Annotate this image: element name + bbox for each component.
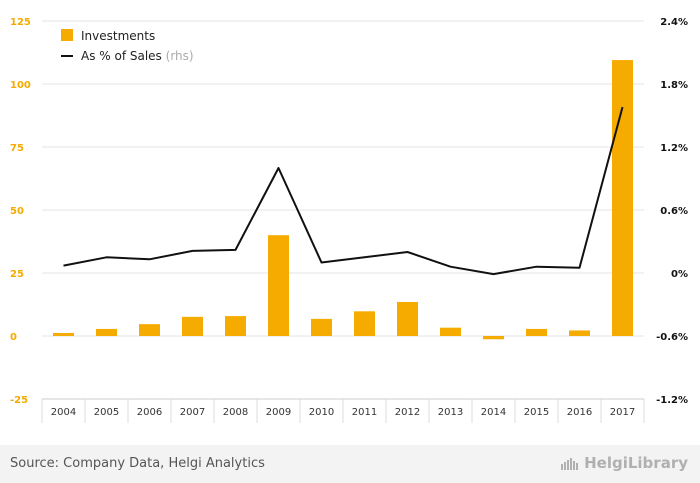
- x-tick-label: 2012: [395, 407, 420, 418]
- x-tick-label: 2016: [567, 407, 592, 418]
- y-left-tick-label: 125: [10, 17, 31, 28]
- brand-logo[interactable]: HelgiLibrary: [560, 454, 688, 472]
- x-tick-label: 2017: [610, 407, 635, 418]
- x-tick-label: 2005: [94, 407, 119, 418]
- legend-label-as-pct-of-sales: As % of Sales (rhs): [81, 49, 194, 63]
- x-tick-label: 2009: [266, 407, 291, 418]
- bar-2007: [182, 316, 203, 336]
- bar-2014: [483, 336, 504, 340]
- x-tick-label: 2008: [223, 407, 248, 418]
- brand-name: HelgiLibrary: [584, 454, 688, 472]
- legend-label-investments: Investments: [81, 29, 155, 43]
- y-left-tick-label: 50: [10, 206, 24, 217]
- bar-2008: [225, 316, 246, 336]
- y-left-tick-label: -25: [10, 395, 28, 406]
- y-left-tick-label: 0: [10, 332, 17, 343]
- y-right-tick-label: -0.6%: [656, 332, 688, 343]
- x-tick-label: 2015: [524, 407, 549, 418]
- y-left-tick-label: 100: [10, 80, 31, 91]
- y-right-tick-label: 1.8%: [660, 80, 688, 91]
- legend-swatch-investments: [61, 29, 73, 41]
- y-right-tick-label: -1.2%: [656, 395, 688, 406]
- bar-2011: [354, 311, 375, 336]
- x-tick-label: 2010: [309, 407, 334, 418]
- bar-2004: [53, 332, 74, 336]
- library-icon: [561, 458, 579, 470]
- line-as-pct-of-sales: [63, 106, 624, 276]
- bar-2012: [397, 301, 418, 336]
- y-left-tick-label: 75: [10, 143, 24, 154]
- bar-2017: [612, 60, 633, 337]
- bar-2005: [96, 328, 117, 336]
- x-tick-label: 2007: [180, 407, 205, 418]
- bar-2013: [440, 327, 461, 336]
- x-tick-label: 2004: [51, 407, 76, 418]
- x-tick-label: 2014: [481, 407, 506, 418]
- bar-2010: [311, 318, 332, 336]
- x-tick-label: 2013: [438, 407, 463, 418]
- x-tick-label: 2011: [352, 407, 377, 418]
- bar-2016: [569, 330, 590, 336]
- chart-footer: Source: Company Data, Helgi Analytics He…: [0, 445, 700, 483]
- legend-rhs-suffix: (rhs): [166, 49, 194, 63]
- y-right-tick-label: 2.4%: [660, 17, 688, 28]
- y-right-tick-label: 0%: [671, 269, 688, 280]
- bar-2015: [526, 328, 547, 336]
- y-left-tick-label: 25: [10, 269, 24, 280]
- source-note: Source: Company Data, Helgi Analytics: [10, 456, 265, 471]
- bar-2006: [139, 324, 160, 336]
- x-tick-label: 2006: [137, 407, 162, 418]
- y-right-tick-label: 1.2%: [660, 143, 688, 154]
- bar-2009: [268, 235, 289, 336]
- y-right-tick-label: 0.6%: [660, 206, 688, 217]
- combo-chart: 125 100 75 50 25 0 -25 2.4% 1.8% 1.2% 0.6% 0% -0.6% -…: [10, 17, 688, 423]
